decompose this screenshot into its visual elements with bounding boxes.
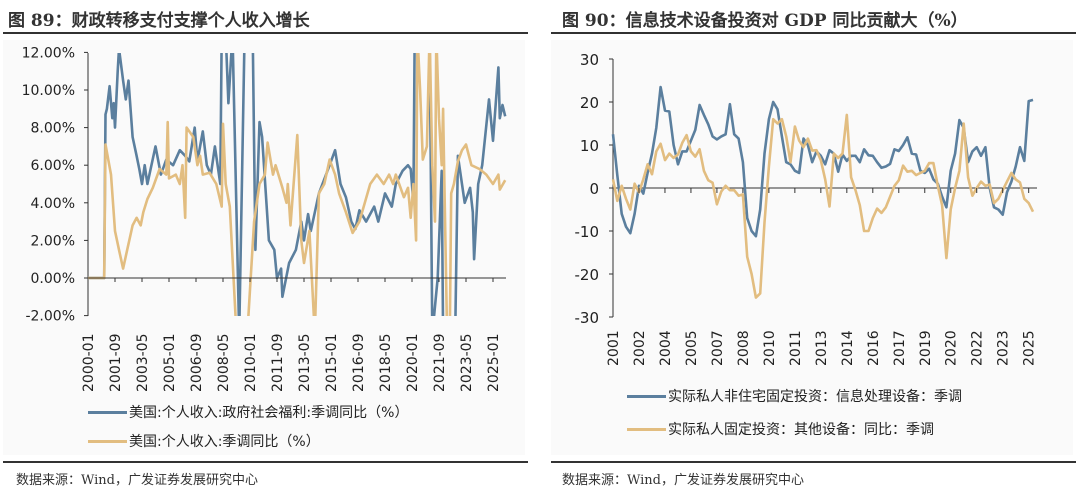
y-tick-label: 4.00%	[31, 196, 75, 212]
right-title-rule	[551, 32, 1076, 34]
x-tick-label: 2003-05	[135, 334, 151, 393]
y-tick-label: 12.00%	[22, 45, 75, 61]
y-tick-label: -20	[575, 266, 600, 284]
right-legend-item-2: 实际私人固定投资：其他设备：同比：季调	[627, 419, 934, 439]
x-tick-label: 2013	[814, 330, 830, 366]
x-tick-label: 2022	[970, 330, 986, 366]
x-tick-label: 2016-09	[351, 334, 367, 393]
x-tick-label: 2019	[918, 330, 934, 366]
x-tick-label: 2013-05	[297, 334, 313, 393]
y-tick-label: 30	[580, 51, 599, 69]
x-tick-label: 2020	[944, 330, 960, 366]
y-tick-label: 0	[589, 180, 599, 198]
x-tick-label: 2010	[762, 330, 778, 366]
left-source-note: 数据来源：Wind，广发证券发展研究中心	[16, 473, 258, 488]
left-chart-title: 图 89：财政转移支付支撑个人收入增长	[8, 11, 310, 31]
x-tick-label: 2001-09	[108, 334, 124, 393]
x-tick-label: 2002	[632, 330, 648, 366]
x-tick-label: 2014	[840, 330, 856, 366]
left-legend-label-2: 美国:个人收入:季调同比（%）	[129, 434, 320, 450]
right-legend-label-2: 实际私人固定投资：其他设备：同比：季调	[668, 422, 934, 438]
right-legend-item-1: 实际私人非住宅固定投资：信息处理设备：季调	[627, 386, 962, 406]
y-tick-label: 6.00%	[31, 158, 75, 174]
left-footer-rule	[3, 461, 528, 463]
x-tick-label: 2017	[892, 330, 908, 366]
right-legend-label-1: 实际私人非住宅固定投资：信息处理设备：季调	[668, 389, 962, 405]
right-footer-rule	[551, 461, 1076, 463]
x-tick-label: 2018-05	[378, 334, 394, 393]
series-line-1	[611, 85, 1034, 238]
y-tick-label: -30	[575, 309, 600, 327]
legend-swatch-blue	[627, 394, 666, 398]
x-tick-label: 2006-09	[189, 334, 205, 393]
x-tick-label: 2025	[1022, 330, 1038, 366]
y-tick-label: 8.00%	[31, 121, 75, 137]
y-tick-label: 10	[580, 137, 599, 155]
x-tick-label: 2015-01	[324, 334, 340, 393]
legend-swatch-blue	[88, 410, 127, 414]
right-chart-title: 图 90：信息技术设备投资对 GDP 同比贡献大（%）	[562, 11, 968, 31]
x-tick-label: 2016	[866, 330, 882, 366]
series-line-2	[611, 113, 1035, 299]
x-tick-label: 2008	[736, 330, 752, 366]
x-tick-label: 2023	[996, 330, 1012, 366]
left-legend-item-2: 美国:个人收入:季调同比（%）	[88, 431, 320, 451]
y-tick-label: 20	[580, 94, 599, 112]
series-line-2	[88, 53, 507, 316]
right-chart-panel	[551, 40, 1073, 455]
series-line-1	[88, 53, 507, 316]
x-tick-label: 2020-01	[405, 334, 421, 393]
y-tick-label: 10.00%	[22, 83, 75, 99]
x-tick-label: 2008-05	[216, 334, 232, 393]
x-tick-label: 2023-05	[459, 334, 475, 393]
x-tick-label: 2011	[788, 330, 804, 366]
left-legend-label-1: 美国:个人收入:政府社会福利:季调同比（%）	[129, 405, 409, 421]
y-tick-label: 2.00%	[31, 233, 75, 249]
y-tick-label: -10	[575, 223, 600, 241]
legend-swatch-gold	[627, 427, 666, 431]
x-tick-label: 2011-09	[270, 334, 286, 393]
left-legend-item-1: 美国:个人收入:政府社会福利:季调同比（%）	[88, 402, 408, 422]
x-tick-label: 2005-01	[162, 334, 178, 393]
x-tick-label: 2021-09	[432, 334, 448, 393]
x-tick-label: 2000-01	[81, 334, 97, 393]
right-source-note: 数据来源：Wind，广发证券发展研究中心	[562, 473, 804, 488]
y-tick-label: 0.00%	[31, 271, 75, 287]
legend-swatch-gold	[88, 439, 127, 443]
x-tick-label: 2010-01	[243, 334, 259, 393]
x-tick-label: 2004	[658, 330, 674, 366]
x-tick-label: 2005	[684, 330, 700, 366]
x-tick-label: 2025-01	[486, 334, 502, 393]
left-title-rule	[3, 32, 528, 34]
x-tick-label: 2007	[710, 330, 726, 366]
y-tick-label: -2.00%	[25, 309, 75, 325]
x-tick-label: 2001	[606, 330, 622, 366]
